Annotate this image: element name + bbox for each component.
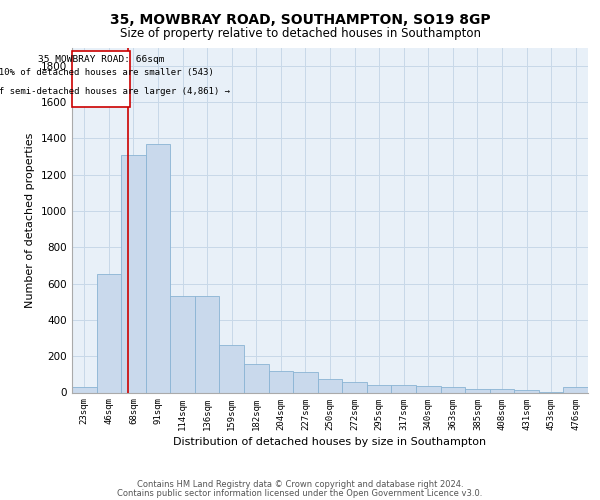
Text: 35 MOWBRAY ROAD: 66sqm: 35 MOWBRAY ROAD: 66sqm: [38, 55, 164, 64]
Bar: [72, 387, 97, 392]
Text: Contains HM Land Registry data © Crown copyright and database right 2024.: Contains HM Land Registry data © Crown c…: [137, 480, 463, 489]
Text: Size of property relative to detached houses in Southampton: Size of property relative to detached ho…: [119, 28, 481, 40]
Bar: [244, 364, 269, 392]
Bar: [416, 386, 440, 392]
Text: 89% of semi-detached houses are larger (4,861) →: 89% of semi-detached houses are larger (…: [0, 86, 230, 96]
Bar: [391, 385, 416, 392]
Bar: [293, 372, 318, 392]
FancyBboxPatch shape: [72, 51, 130, 108]
Bar: [563, 387, 588, 392]
Bar: [514, 390, 539, 392]
Bar: [195, 296, 220, 392]
Text: ← 10% of detached houses are smaller (543): ← 10% of detached houses are smaller (54…: [0, 68, 214, 78]
Text: Contains public sector information licensed under the Open Government Licence v3: Contains public sector information licen…: [118, 489, 482, 498]
Bar: [220, 346, 244, 393]
Text: 35, MOWBRAY ROAD, SOUTHAMPTON, SO19 8GP: 35, MOWBRAY ROAD, SOUTHAMPTON, SO19 8GP: [110, 12, 490, 26]
Bar: [465, 389, 490, 392]
Bar: [146, 144, 170, 392]
Bar: [342, 382, 367, 392]
Y-axis label: Number of detached properties: Number of detached properties: [25, 132, 35, 308]
Bar: [318, 379, 342, 392]
Bar: [121, 154, 146, 392]
Bar: [490, 389, 514, 392]
X-axis label: Distribution of detached houses by size in Southampton: Distribution of detached houses by size …: [173, 436, 487, 446]
Bar: [367, 385, 391, 392]
Bar: [97, 274, 121, 392]
Bar: [269, 370, 293, 392]
Bar: [440, 387, 465, 392]
Bar: [170, 296, 195, 392]
